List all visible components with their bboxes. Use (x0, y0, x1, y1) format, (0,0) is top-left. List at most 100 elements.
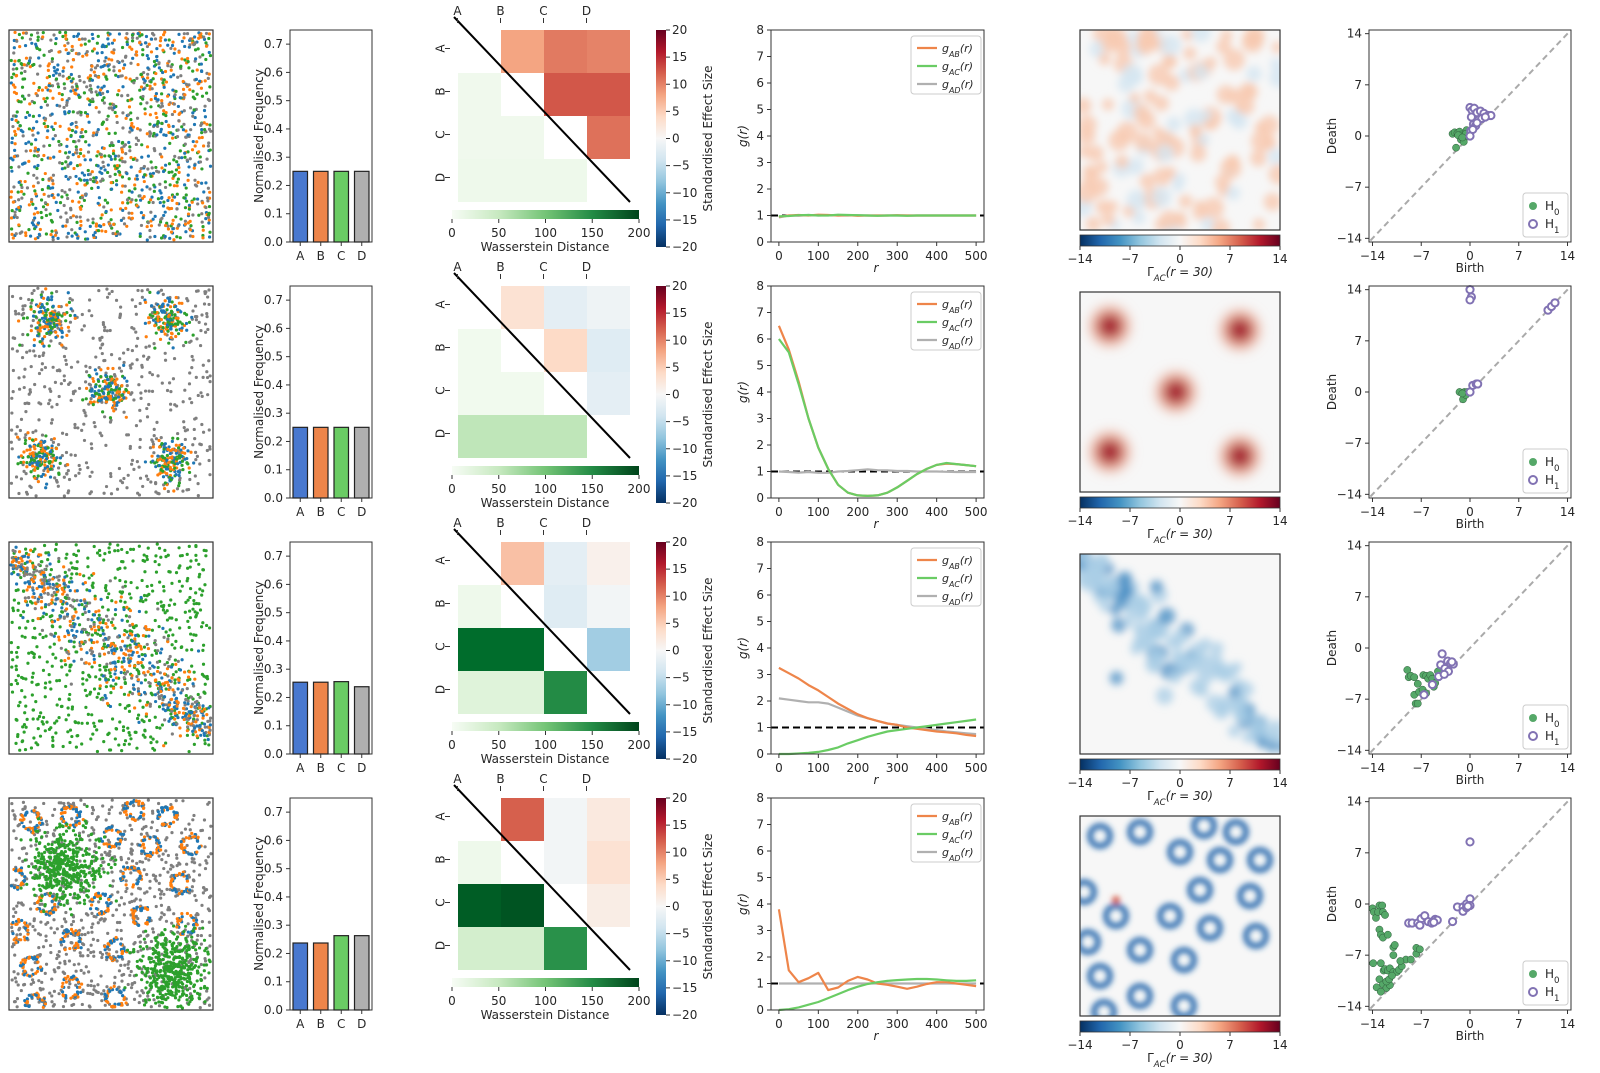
map-blob (1159, 210, 1179, 230)
point-d (52, 590, 56, 595)
pcf-x-axis-label: r (874, 517, 880, 531)
point-a (152, 672, 156, 676)
map-blob (1171, 180, 1184, 192)
point-b (173, 717, 177, 721)
point-c (18, 208, 22, 213)
point-c (32, 458, 37, 462)
point-d (208, 728, 212, 732)
point-a (146, 154, 150, 158)
point-d (95, 63, 100, 68)
point-c (88, 675, 92, 679)
bar-b (312, 426, 329, 499)
point-d (105, 662, 109, 666)
point-b (167, 207, 172, 211)
point-b (45, 76, 49, 80)
point-a (10, 169, 14, 173)
point-a (68, 162, 72, 166)
point-c (135, 586, 139, 590)
point-a (66, 231, 70, 235)
point-a (102, 387, 107, 391)
point-c (95, 93, 99, 97)
legend-sub: AC (948, 580, 960, 589)
point-d (166, 637, 170, 641)
point-c (20, 85, 25, 89)
point-b (180, 301, 184, 305)
point-a (37, 232, 41, 236)
point-c (24, 704, 28, 708)
point-b (148, 113, 152, 117)
point-b (125, 605, 129, 609)
point-a (206, 737, 210, 742)
point-d (115, 487, 120, 491)
point-c (60, 314, 64, 318)
point-c (192, 633, 196, 637)
point-c (201, 233, 205, 238)
point-d (184, 135, 188, 139)
point-d (119, 369, 124, 373)
point-d (40, 433, 45, 437)
point-a (172, 722, 176, 726)
point-d (110, 289, 114, 294)
point-b (190, 148, 195, 152)
point-a (119, 218, 124, 222)
legend-label-gAC: gAC(r) (942, 60, 973, 77)
wd-cell (458, 628, 501, 671)
point-d (154, 490, 158, 494)
point-d (64, 211, 68, 215)
point-b (120, 639, 125, 643)
point-a (10, 140, 14, 145)
h1-point (1465, 295, 1475, 305)
point-c (180, 584, 184, 588)
point-d (55, 402, 59, 407)
point-a (202, 731, 206, 736)
point-c (50, 57, 55, 61)
point-c (108, 542, 112, 546)
point-b (177, 165, 181, 170)
point-b (105, 625, 109, 629)
point-c (14, 664, 18, 668)
point-c (38, 48, 42, 52)
point-c (161, 469, 165, 473)
legend-sub: AD (948, 342, 961, 351)
point-d (125, 383, 129, 388)
point-b (17, 205, 21, 210)
map-blob (1189, 145, 1207, 163)
point-d (75, 598, 79, 603)
point-c (21, 676, 25, 680)
point-d (108, 328, 112, 333)
point-a (146, 66, 150, 70)
point-d (33, 382, 37, 387)
point-a (23, 43, 28, 48)
point-d (51, 238, 55, 242)
point-b (159, 36, 163, 40)
point-b (102, 652, 107, 656)
point-pattern-panel (8, 285, 214, 499)
point-c (113, 613, 117, 617)
ses-cell (501, 542, 544, 585)
point-a (51, 186, 55, 190)
point-c (38, 632, 42, 636)
x-tick-label: 100 (807, 505, 830, 519)
x-tick-label: C (337, 761, 345, 775)
point-d (150, 166, 154, 170)
point-d (145, 642, 149, 647)
point-a (191, 139, 195, 144)
point-c (33, 626, 37, 630)
point-c (31, 202, 35, 206)
point-c (188, 616, 192, 620)
point-a (44, 457, 49, 461)
point-d (109, 353, 114, 357)
point-a (56, 208, 60, 213)
y-tick-label: 3 (756, 156, 764, 170)
point-b (197, 150, 201, 154)
point-c (84, 140, 88, 144)
point-d (153, 37, 158, 41)
point-a (46, 322, 51, 326)
point-c (54, 547, 58, 552)
point-c (23, 711, 27, 715)
map-blob (1243, 30, 1260, 48)
point-c (148, 122, 152, 126)
point-c (163, 548, 167, 552)
